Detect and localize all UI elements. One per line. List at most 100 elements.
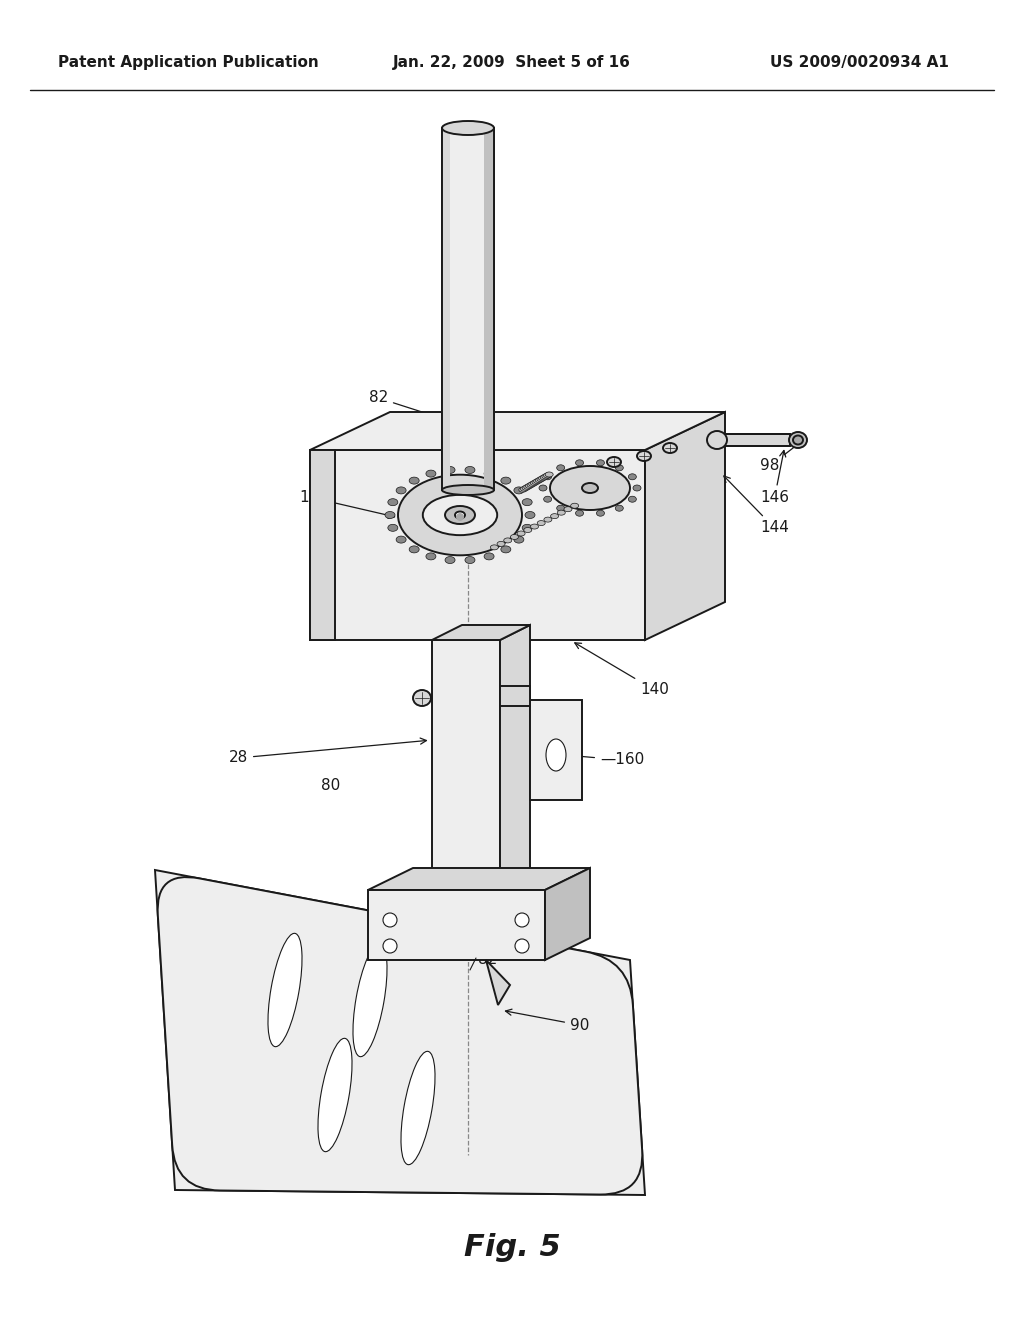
Ellipse shape <box>504 539 512 543</box>
Ellipse shape <box>484 553 494 560</box>
Ellipse shape <box>510 535 518 540</box>
Text: 90: 90 <box>506 1010 590 1032</box>
Ellipse shape <box>790 432 807 447</box>
Ellipse shape <box>517 531 525 536</box>
Text: 82: 82 <box>369 391 441 420</box>
Ellipse shape <box>707 432 727 449</box>
Ellipse shape <box>426 470 436 477</box>
Polygon shape <box>432 624 530 640</box>
Ellipse shape <box>497 541 505 546</box>
Ellipse shape <box>388 499 398 506</box>
Circle shape <box>515 939 529 953</box>
Ellipse shape <box>522 486 530 490</box>
Ellipse shape <box>442 121 494 135</box>
Ellipse shape <box>793 436 803 445</box>
Ellipse shape <box>663 444 677 453</box>
Text: 146: 146 <box>760 450 790 506</box>
Text: 28: 28 <box>228 738 426 766</box>
Ellipse shape <box>633 484 641 491</box>
Circle shape <box>456 513 464 521</box>
Ellipse shape <box>501 546 511 553</box>
Ellipse shape <box>396 487 407 494</box>
Polygon shape <box>500 624 530 920</box>
Ellipse shape <box>536 478 544 483</box>
Text: US 2009/0020934 A1: US 2009/0020934 A1 <box>770 54 949 70</box>
Polygon shape <box>442 128 494 490</box>
Ellipse shape <box>530 524 539 529</box>
Ellipse shape <box>557 506 564 511</box>
Ellipse shape <box>557 465 564 471</box>
Ellipse shape <box>615 465 624 471</box>
Ellipse shape <box>575 511 584 516</box>
Ellipse shape <box>544 473 552 478</box>
Polygon shape <box>432 640 500 920</box>
Ellipse shape <box>537 477 545 482</box>
Ellipse shape <box>465 557 475 564</box>
Polygon shape <box>500 686 530 706</box>
Ellipse shape <box>522 499 532 506</box>
Ellipse shape <box>396 536 407 543</box>
Ellipse shape <box>528 482 537 487</box>
Ellipse shape <box>546 739 566 771</box>
Circle shape <box>515 913 529 927</box>
Ellipse shape <box>445 506 475 524</box>
Ellipse shape <box>582 483 598 492</box>
Ellipse shape <box>607 457 621 467</box>
Ellipse shape <box>534 479 542 483</box>
Ellipse shape <box>629 496 636 502</box>
Ellipse shape <box>523 484 531 490</box>
Ellipse shape <box>524 528 531 532</box>
Ellipse shape <box>514 487 524 494</box>
Ellipse shape <box>596 511 604 516</box>
PathPatch shape <box>158 876 642 1195</box>
Ellipse shape <box>519 487 526 492</box>
Text: Patent Application Publication: Patent Application Publication <box>58 54 318 70</box>
Text: —160: —160 <box>570 752 644 767</box>
Text: 98: 98 <box>760 441 802 474</box>
Polygon shape <box>645 412 725 640</box>
Text: 144: 144 <box>724 477 788 536</box>
Ellipse shape <box>575 459 584 466</box>
Ellipse shape <box>520 486 528 491</box>
Text: 80: 80 <box>321 777 340 792</box>
Ellipse shape <box>629 474 636 479</box>
Text: 142: 142 <box>299 491 394 519</box>
Ellipse shape <box>426 553 436 560</box>
Text: Fig. 5: Fig. 5 <box>464 1233 560 1262</box>
Ellipse shape <box>544 474 552 479</box>
Ellipse shape <box>410 477 419 484</box>
Ellipse shape <box>318 1039 352 1151</box>
Polygon shape <box>545 869 590 960</box>
Ellipse shape <box>544 517 552 523</box>
Ellipse shape <box>539 484 547 491</box>
Ellipse shape <box>445 466 455 474</box>
Text: Jan. 22, 2009  Sheet 5 of 16: Jan. 22, 2009 Sheet 5 of 16 <box>393 54 631 70</box>
Ellipse shape <box>570 503 579 508</box>
Ellipse shape <box>353 944 387 1057</box>
Polygon shape <box>310 412 725 450</box>
Polygon shape <box>530 700 582 800</box>
Ellipse shape <box>525 511 535 519</box>
Ellipse shape <box>398 475 522 556</box>
Circle shape <box>383 939 397 953</box>
Text: 148: 148 <box>495 668 524 682</box>
Ellipse shape <box>442 484 494 495</box>
Polygon shape <box>442 128 450 490</box>
Ellipse shape <box>525 483 534 488</box>
Polygon shape <box>368 890 545 960</box>
Ellipse shape <box>445 557 455 564</box>
Polygon shape <box>486 960 510 1005</box>
Ellipse shape <box>514 536 524 543</box>
Ellipse shape <box>564 507 572 512</box>
Polygon shape <box>310 450 335 640</box>
Ellipse shape <box>413 690 431 706</box>
Polygon shape <box>368 869 590 890</box>
Ellipse shape <box>637 451 651 461</box>
Ellipse shape <box>484 470 494 477</box>
Text: 82: 82 <box>478 953 498 968</box>
Polygon shape <box>725 434 790 446</box>
Polygon shape <box>310 450 645 640</box>
Polygon shape <box>155 870 645 1195</box>
Ellipse shape <box>532 479 540 484</box>
Ellipse shape <box>465 466 475 474</box>
